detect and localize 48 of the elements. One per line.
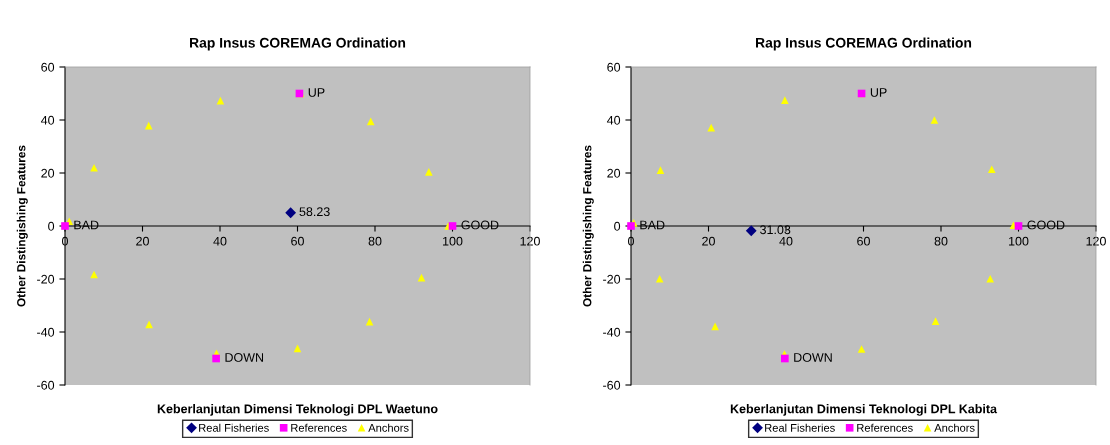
y-tick-label: 20 xyxy=(607,168,621,178)
y-tick-label: -40 xyxy=(603,327,621,337)
y-tick-label: -60 xyxy=(603,380,621,390)
chart-title: Rap Insus COREMAG Ordination xyxy=(756,37,972,51)
x-tick-label: 20 xyxy=(702,236,715,246)
annotation: 58.23 xyxy=(299,207,330,217)
legend-label: References xyxy=(857,423,913,432)
x-tick-label: 20 xyxy=(136,236,149,246)
x-tick-label: 100 xyxy=(1009,236,1029,246)
x-tick-label: 40 xyxy=(779,236,793,246)
x-tick-label: 60 xyxy=(291,236,304,246)
y-tick-label: 60 xyxy=(607,62,621,72)
y-tick-label: -20 xyxy=(37,274,55,284)
legend-label: Real Fisheries xyxy=(765,423,835,432)
x-tick-label: 100 xyxy=(443,236,463,246)
annotation: GOOD xyxy=(461,220,499,230)
legend-label: Anchors xyxy=(934,423,975,432)
annotation: BAD xyxy=(74,220,99,230)
x-axis-title: Keberlanjutan Dimensi Teknologi DPL Kabita xyxy=(730,404,998,416)
legend-label: Real Fisheries xyxy=(199,423,269,432)
y-axis-title: Other Distingishing Features xyxy=(582,145,594,307)
legend-label: Anchors xyxy=(368,423,409,432)
y-tick-label: -40 xyxy=(37,327,55,337)
annotation: UP xyxy=(308,88,325,97)
x-tick-label: 120 xyxy=(1086,236,1106,246)
y-tick-label: -20 xyxy=(603,274,621,284)
annotation: UP xyxy=(870,88,887,97)
x-axis-title: Keberlanjutan Dimensi Teknologi DPL Waetuno xyxy=(157,404,438,416)
y-tick-label: 20 xyxy=(41,168,55,178)
y-tick-label: 40 xyxy=(40,115,55,125)
x-tick-label: 40 xyxy=(213,236,227,246)
y-tick-label: 0 xyxy=(48,221,55,231)
x-tick-label: 120 xyxy=(520,236,540,246)
y-axis-title: Other Distingishing Features xyxy=(16,145,28,307)
annotation: BAD xyxy=(640,220,665,230)
y-tick-label: 60 xyxy=(41,62,55,72)
y-tick-label: 40 xyxy=(606,115,621,125)
x-tick-label: 80 xyxy=(368,236,382,246)
annotation: DOWN xyxy=(794,353,832,362)
annotation: 31.03 xyxy=(760,225,791,235)
x-tick-label: 80 xyxy=(934,236,948,246)
annotation: GOOD xyxy=(1027,220,1065,230)
y-tick-label: -60 xyxy=(37,380,55,390)
chart-title: Rap Insus COREMAG Ordination xyxy=(190,37,406,51)
legend-label: References xyxy=(291,423,347,432)
y-tick-label: 0 xyxy=(614,221,621,231)
annotation: DOWN xyxy=(225,353,264,362)
x-tick-label: 60 xyxy=(857,236,870,246)
